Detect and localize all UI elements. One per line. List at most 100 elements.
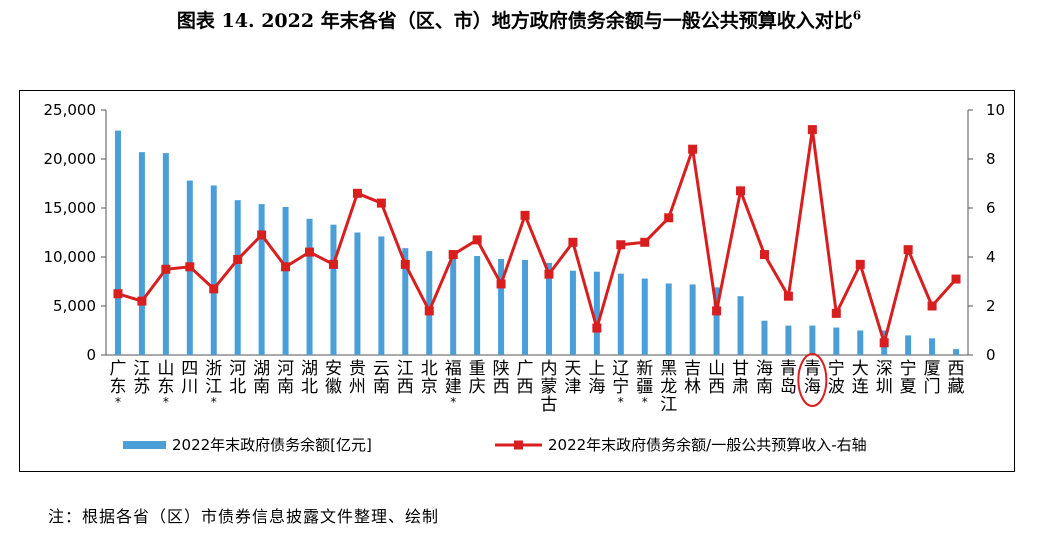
category-label: 黑	[660, 359, 677, 379]
ratio-point	[568, 237, 578, 247]
ratio-point	[185, 262, 195, 272]
category-label: 海	[588, 377, 605, 397]
bar	[641, 278, 648, 355]
ratio-point	[879, 338, 889, 348]
bar	[929, 338, 936, 355]
category-label: 肃	[732, 377, 749, 397]
bar	[330, 224, 337, 355]
bar	[282, 207, 289, 355]
ratio-point	[855, 259, 865, 269]
category-label: 广	[109, 359, 126, 379]
legend-line-label: 2022年末政府债务余额/一般公共预算收入-右轴	[548, 436, 867, 454]
ratio-point	[137, 296, 147, 306]
left-tick-label: 5,000	[53, 297, 96, 315]
category-label: 浙	[205, 359, 222, 379]
ratio-point	[688, 144, 698, 154]
category-label: 四	[181, 359, 198, 379]
category-label: 州	[349, 377, 366, 397]
category-label: 西	[397, 377, 414, 397]
category-label: 西	[493, 377, 510, 397]
category-label: 江	[133, 359, 150, 379]
category-label: 青	[804, 359, 821, 379]
bar	[785, 325, 792, 355]
bar	[689, 284, 696, 355]
ratio-point	[831, 308, 841, 318]
category-label: 上	[588, 359, 605, 379]
bar	[761, 320, 768, 355]
left-tick-label: 10,000	[44, 248, 97, 266]
category-label: 大	[852, 359, 869, 379]
legend-bar-swatch	[123, 441, 166, 449]
ratio-point	[807, 125, 817, 135]
bar	[378, 236, 385, 355]
category-label: 川	[181, 377, 198, 397]
bar	[306, 218, 313, 355]
right-tick-label: 8	[986, 150, 996, 168]
category-label: 建	[445, 377, 462, 397]
bar	[162, 153, 169, 355]
chart-title: 图表 14. 2022 年末各省（区、市）地方政府债务余额与一般公共预算收入对比…	[176, 8, 862, 32]
bar	[234, 200, 241, 355]
bar	[522, 259, 529, 355]
right-tick-label: 6	[986, 199, 996, 217]
bar	[474, 256, 481, 355]
ratio-point	[544, 269, 554, 279]
category-label: 江	[660, 395, 677, 415]
category-label: 江	[397, 359, 414, 379]
category-label: 连	[852, 377, 869, 397]
category-label: 东	[109, 377, 126, 397]
category-label: 岛	[780, 377, 797, 397]
category-label: 徽	[325, 377, 342, 397]
category-label: 西	[517, 377, 534, 397]
bar	[258, 204, 265, 355]
category-label: 南	[756, 377, 773, 397]
bar	[857, 330, 864, 355]
category-label: 河	[229, 359, 246, 379]
category-label: 湖	[253, 359, 270, 379]
category-label: 东	[157, 377, 174, 397]
ratio-point	[209, 284, 219, 294]
category-label: 内	[540, 359, 557, 379]
category-label: 古	[540, 395, 557, 415]
category-label: 宁	[828, 359, 845, 379]
bar	[953, 349, 960, 355]
left-tick-label: 25,000	[44, 101, 97, 119]
ratio-point	[903, 245, 913, 255]
category-label: 庆	[469, 377, 486, 397]
bar	[450, 256, 457, 355]
bar	[354, 232, 361, 355]
category-label: 蒙	[540, 377, 557, 397]
right-tick-label: 0	[986, 346, 996, 364]
category-label-mark: *	[211, 395, 217, 409]
category-label: 西	[948, 359, 965, 379]
ratio-point	[305, 247, 315, 257]
right-tick-label: 4	[986, 248, 996, 266]
left-tick-label: 0	[86, 346, 96, 364]
category-label: 广	[517, 359, 534, 379]
category-label: 湖	[301, 359, 318, 379]
bar	[593, 271, 600, 355]
category-label: 南	[253, 377, 270, 397]
category-label: 深	[876, 359, 893, 379]
right-tick-label: 2	[986, 297, 996, 315]
category-label-mark: *	[115, 395, 121, 409]
category-label: 河	[277, 359, 294, 379]
ratio-point	[233, 254, 243, 264]
category-label: 山	[708, 359, 725, 379]
category-label: 宁	[900, 359, 917, 379]
bar	[402, 248, 409, 355]
left-tick-label: 20,000	[44, 150, 97, 168]
left-tick-label: 15,000	[44, 199, 97, 217]
ratio-point	[759, 250, 769, 260]
ratio-point	[616, 240, 626, 250]
ratio-point	[520, 210, 530, 220]
bar	[210, 185, 217, 355]
bar	[498, 258, 505, 355]
category-label: 吉	[684, 359, 701, 379]
category-label: 陕	[493, 359, 510, 379]
category-label: 圳	[876, 377, 893, 397]
category-label: 甘	[732, 359, 749, 379]
legend-bar-label: 2022年末政府债务余额[亿元]	[172, 436, 372, 454]
bar	[665, 283, 672, 355]
